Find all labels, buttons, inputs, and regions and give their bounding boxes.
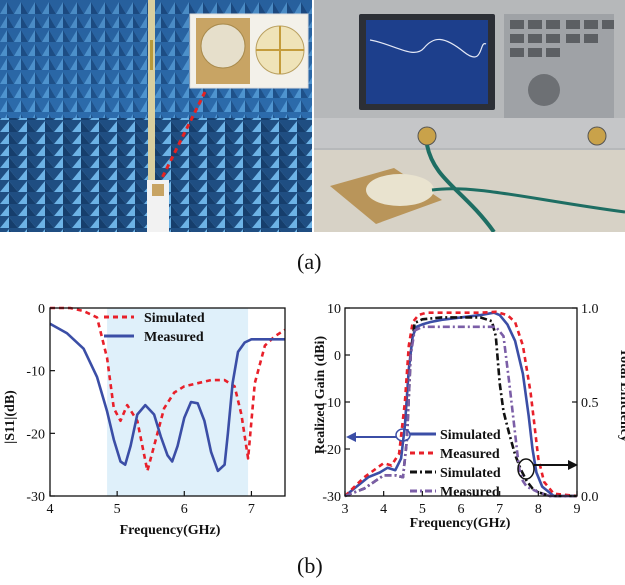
- legend: Simulated Measured Simulated Measured: [410, 428, 501, 500]
- left-axis-arrowhead: [346, 432, 356, 442]
- anechoic-chamber-photo: [0, 0, 312, 232]
- series-line-right-measured: [344, 325, 577, 498]
- y-tick-label: 10: [327, 302, 341, 317]
- x-tick-label: 5: [419, 502, 426, 517]
- gain-efficiency-chart: 3 4 5 6 7 8 9 10 0 -10 -20 -30 1.0 0.5 0.0 Simulated M…: [313, 302, 625, 531]
- right-axis-indicator-ellipse: [517, 458, 535, 480]
- x-tick-label: 4: [47, 502, 54, 517]
- y2-axis-label: Total Efficiency: [617, 348, 625, 442]
- legend-eff-simulated-label: Simulated: [440, 466, 501, 481]
- annotations: [346, 428, 578, 480]
- y-tick-label: -10: [26, 365, 45, 380]
- y-tick-label: 0: [334, 349, 341, 364]
- x-tick-label: 3: [342, 502, 349, 517]
- y-tick-label: 0: [38, 302, 45, 317]
- y-axis-label: Realized Gain (dBi): [313, 336, 328, 455]
- y2-tick-label: 1.0: [581, 302, 599, 317]
- series-line-measured: [49, 322, 285, 473]
- s11-chart: 4 5 6 7 0 -10 -20 -30 Simulated Measured Freque…: [3, 302, 286, 538]
- y2-tick-label: 0.0: [581, 490, 599, 505]
- x-tick-label: 7: [496, 502, 503, 517]
- caption-a: (a): [297, 249, 322, 274]
- legend-gain-simulated-label: Simulated: [440, 428, 501, 443]
- legend-simulated-label: Simulated: [144, 311, 205, 326]
- x-axis-label: Frequency(GHz): [410, 516, 511, 531]
- caption-b: (b): [297, 553, 323, 578]
- plot-frame: [49, 307, 286, 497]
- x-tick-label: 7: [248, 502, 255, 517]
- x-tick-label: 4: [380, 502, 387, 517]
- x-axis-label: Frequency(GHz): [120, 523, 221, 538]
- y-tick-label: -30: [322, 490, 341, 505]
- vector-network-analyzer-photo: [314, 0, 625, 232]
- legend-gain-measured-label: Measured: [440, 447, 500, 462]
- y-tick-label: -20: [26, 427, 45, 442]
- y-tick-label: -20: [322, 443, 341, 458]
- series-line-simulated: [50, 306, 286, 473]
- x-tick-label: 5: [114, 502, 121, 517]
- right-axis-arrowhead: [568, 460, 578, 470]
- series-line-left-simulated: [344, 311, 577, 498]
- legend: Simulated Measured: [104, 311, 205, 345]
- x-tick-label: 6: [181, 502, 188, 517]
- y-tick-label: -10: [322, 396, 341, 411]
- y-tick-label: -30: [26, 490, 45, 505]
- x-tick-label: 6: [458, 502, 465, 517]
- x-tick-label: 8: [535, 502, 542, 517]
- y-axis-label: |S11|(dB): [3, 390, 18, 444]
- legend-measured-label: Measured: [144, 330, 204, 345]
- y2-tick-label: 0.5: [581, 396, 599, 411]
- x-tick-label: 9: [574, 502, 581, 517]
- legend-eff-measured-label: Measured: [440, 485, 500, 500]
